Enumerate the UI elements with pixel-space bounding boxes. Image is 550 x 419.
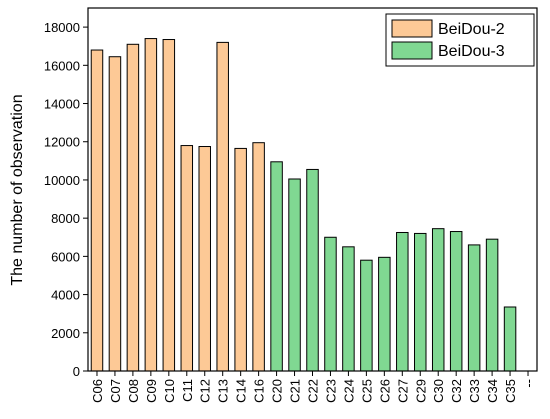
y-tick-label: 18000 [44,20,80,35]
x-tick-label: C06 [90,379,105,403]
x-tick-label: C34 [485,379,500,403]
x-tick-label: C24 [341,379,356,403]
y-tick-label: 2000 [51,326,80,341]
y-tick-label: 4000 [51,288,80,303]
x-tick-label: C11 [180,379,195,402]
bar [216,41,229,372]
bar [414,232,427,372]
x-tick-label: C20 [270,379,285,403]
x-tick-label: C13 [216,379,231,403]
legend-swatch [391,41,433,60]
y-tick-label: 6000 [51,249,80,264]
x-tick-label: C08 [126,379,141,403]
bar [126,43,140,372]
bar [198,146,211,372]
x-tick-label: -- [521,379,536,388]
bar [234,147,247,372]
x-tick-label: C09 [144,379,159,403]
bar [180,145,194,372]
bar [467,244,481,372]
bar [396,231,409,372]
x-tick-label: C27 [395,379,410,403]
x-tick-label: C30 [431,379,446,403]
x-tick-label: C10 [162,379,177,403]
x-tick-label: C21 [288,379,303,403]
x-tick-label: C29 [413,379,428,403]
bar [144,38,158,372]
bar [288,178,301,372]
x-tick-label: C14 [234,379,249,403]
legend-label: BeiDou-3 [438,43,505,60]
bar [360,259,373,372]
bar [449,231,463,372]
x-tick-label: C16 [252,379,267,403]
bar [324,236,337,372]
x-tick-label: C26 [377,379,392,403]
x-tick-label: C12 [198,379,213,403]
x-tick-label: C32 [449,379,464,403]
bar [162,39,176,372]
y-tick-label: 12000 [44,135,80,150]
bar [90,49,104,372]
legend-swatch [391,19,433,38]
legend-label: BeiDou-2 [438,21,505,38]
bar [108,56,122,372]
x-tick-label: C07 [108,379,123,403]
x-tick-label: C35 [503,379,518,403]
y-tick-label: 10000 [44,173,80,188]
y-axis-label: The number of observation [9,94,26,285]
y-tick-label: 14000 [44,97,80,112]
y-tick-label: 16000 [44,58,80,73]
bar [270,161,283,372]
x-tick-label: C23 [323,379,338,403]
plot-frame [87,7,538,372]
bar [431,228,445,372]
bar [252,142,265,372]
bar [342,246,355,372]
bar [306,168,319,372]
bar [378,256,391,372]
x-tick-label: C22 [306,379,321,403]
y-tick-label: 0 [73,364,80,379]
x-tick-label: C33 [467,379,482,403]
x-tick-label: C25 [359,379,374,403]
bar [485,238,499,372]
bar [503,306,517,372]
y-tick-label: 8000 [51,211,80,226]
